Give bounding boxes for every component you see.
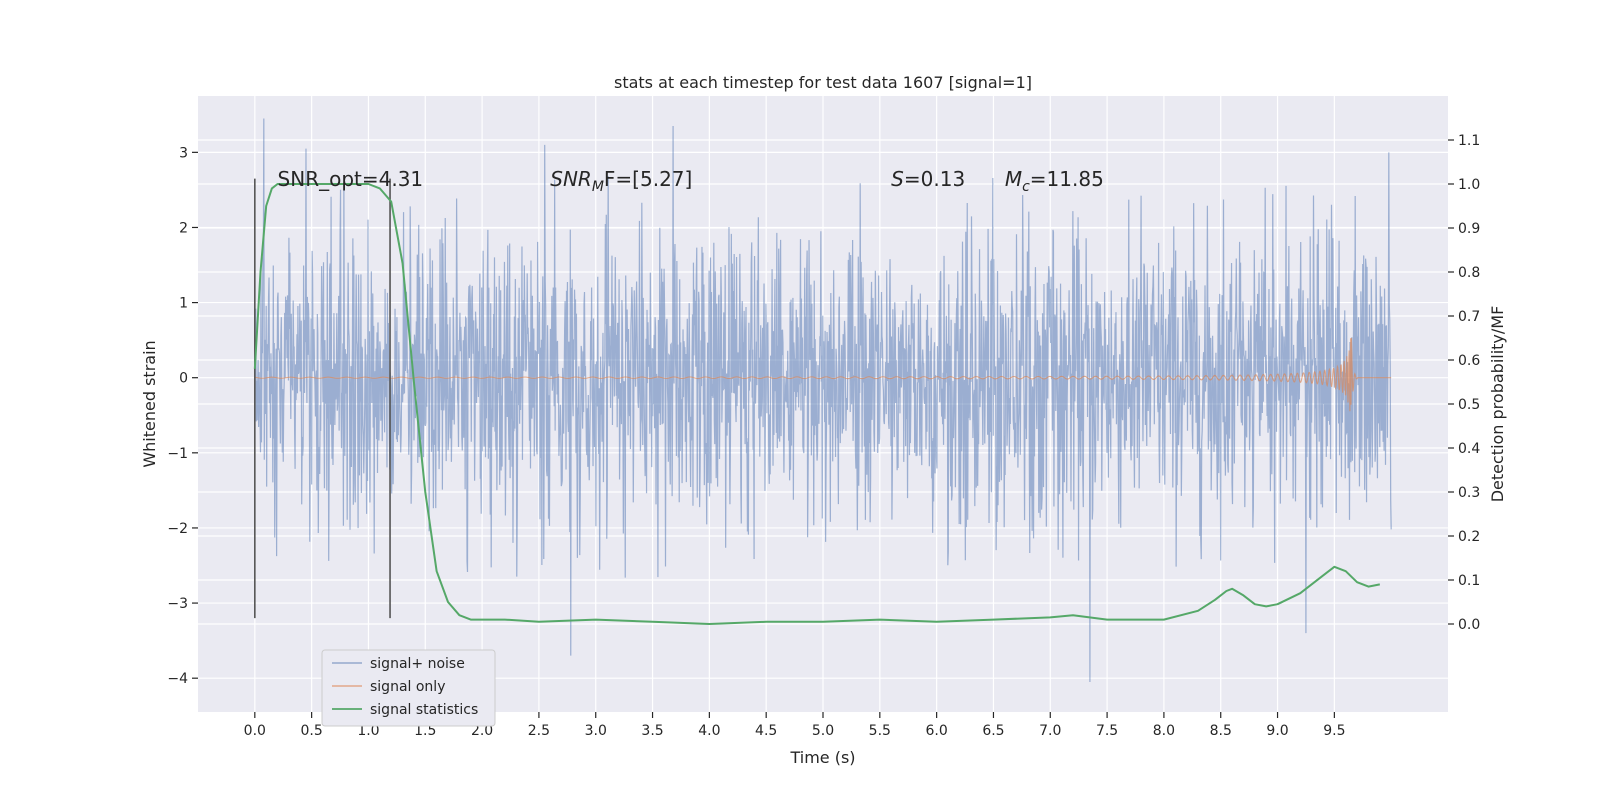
x-tick-label: 7.0 xyxy=(1039,723,1061,739)
y-tick-label: −1 xyxy=(167,446,188,462)
chart-title: stats at each timestep for test data 160… xyxy=(614,73,1032,92)
series-signal-only-line xyxy=(254,337,1392,412)
legend: signal+ noise signal only signal statist… xyxy=(321,649,496,727)
x-tick-label: 2.0 xyxy=(471,723,493,739)
y-tick-label: 1 xyxy=(179,296,188,312)
y2-tick-label: 1.0 xyxy=(1458,177,1480,193)
y2-tick-label: 0.9 xyxy=(1458,221,1480,237)
y2-tick-label: 0.3 xyxy=(1458,485,1480,501)
legend-label-signal-statistics: signal statistics xyxy=(370,702,478,718)
y-axis-title: Whitened strain xyxy=(140,340,159,467)
x-tick-label: 3.5 xyxy=(641,723,663,739)
x-tick-label: 3.0 xyxy=(585,723,607,739)
x-tick-label: 1.0 xyxy=(357,723,379,739)
y-tick-label: −4 xyxy=(167,671,188,687)
y2-tick-label: 0.1 xyxy=(1458,573,1480,589)
y2-tick-label: 0.0 xyxy=(1458,617,1480,633)
y2-tick-label: 1.1 xyxy=(1458,133,1480,149)
y-tick-label: 2 xyxy=(179,220,188,236)
y2-tick-label: 0.6 xyxy=(1458,353,1480,369)
x-tick-label: 0.0 xyxy=(244,723,266,739)
series xyxy=(253,118,1392,682)
legend-label-signal-noise: signal+ noise xyxy=(370,656,465,672)
x-axis: 0.0 0.5 1.0 1.5 2.0 2.5 3.0 3.5 4.0 4.5 5.0 5.5 6.0 6… xyxy=(244,712,1345,739)
y-tick-label: −2 xyxy=(167,521,188,537)
y-tick-label: 0 xyxy=(179,371,188,387)
y-tick-label: −3 xyxy=(167,596,188,612)
x-tick-label: 9.5 xyxy=(1323,723,1345,739)
x-tick-label: 6.5 xyxy=(982,723,1004,739)
x-tick-label: 7.5 xyxy=(1096,723,1118,739)
annotation-mc: Mc=11.85 xyxy=(1005,167,1104,195)
y2-axis: 1.1 1.0 0.9 0.8 0.7 0.6 0.5 0.4 0.3 0.2 0.1 0.0 xyxy=(1448,133,1480,633)
series-signal-noise-line xyxy=(254,118,1392,682)
x-axis-title: Time (s) xyxy=(789,748,855,767)
x-tick-label: 6.0 xyxy=(926,723,948,739)
y2-tick-label: 0.8 xyxy=(1458,265,1480,281)
y2-tick-label: 0.4 xyxy=(1458,441,1480,457)
y2-axis-title: Detection probability/MF xyxy=(1488,306,1507,503)
x-tick-label: 2.5 xyxy=(528,723,550,739)
y2-tick-label: 0.5 xyxy=(1458,397,1480,413)
annotations: SNR_opt=4.31 SNRMF=[5.27] S=0.13 Mc=11.85 xyxy=(278,167,1104,195)
x-tick-label: 4.0 xyxy=(698,723,720,739)
x-tick-label: 8.0 xyxy=(1153,723,1175,739)
x-tick-label: 9.0 xyxy=(1266,723,1288,739)
x-tick-label: 0.5 xyxy=(301,723,323,739)
x-tick-label: 5.5 xyxy=(869,723,891,739)
annotation-snr-mf: SNRMF=[5.27] xyxy=(550,167,692,195)
y2-tick-label: 0.2 xyxy=(1458,529,1480,545)
y-axis: 3 2 1 0 −1 −2 −3 −4 xyxy=(167,145,198,687)
series-signal-statistics-line xyxy=(253,183,1381,625)
annotation-snr-opt: SNR_opt=4.31 xyxy=(278,167,424,191)
x-tick-label: 8.5 xyxy=(1210,723,1232,739)
y-tick-label: 3 xyxy=(179,145,188,161)
x-tick-label: 1.5 xyxy=(414,723,436,739)
x-tick-label: 4.5 xyxy=(755,723,777,739)
legend-box xyxy=(321,649,496,727)
x-tick-label: 5.0 xyxy=(812,723,834,739)
annotation-s: S=0.13 xyxy=(891,167,965,191)
y2-tick-label: 0.7 xyxy=(1458,309,1480,325)
legend-label-signal-only: signal only xyxy=(370,679,445,695)
